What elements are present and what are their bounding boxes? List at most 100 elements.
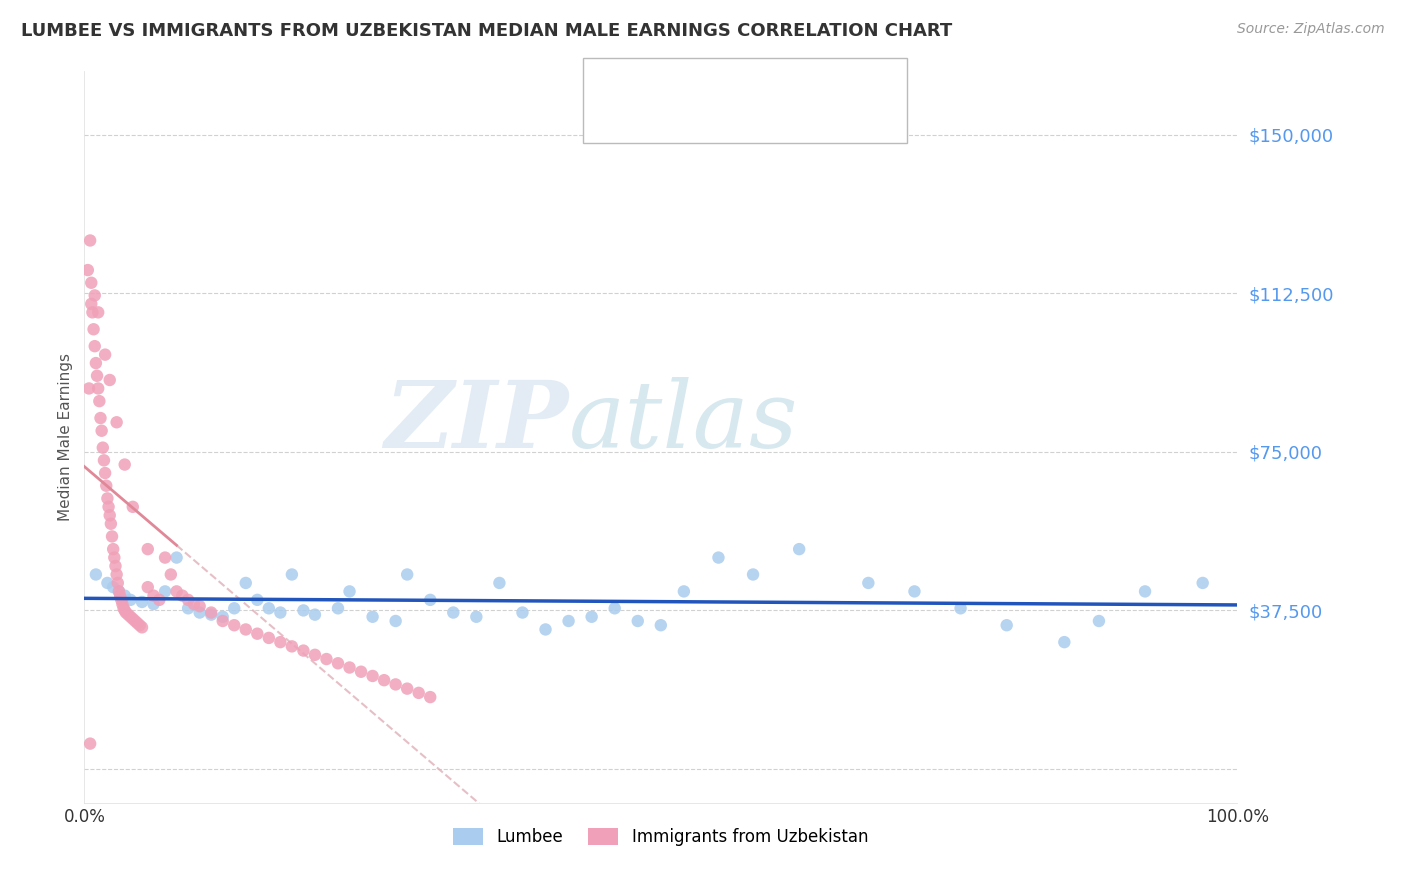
Text: -0.079: -0.079 [709, 110, 763, 128]
Point [86, 368, 108, 383]
Point [512, 606, 534, 620]
Text: Source: ZipAtlas.com: Source: ZipAtlas.com [1237, 22, 1385, 37]
Point [384, 614, 406, 628]
Text: 0.165: 0.165 [709, 75, 758, 93]
Point [153, 550, 176, 565]
Point [96, 479, 118, 493]
Point [79, 234, 101, 248]
Point [111, 597, 134, 611]
Point [121, 612, 143, 626]
Text: ZIP: ZIP [384, 377, 568, 467]
Point [104, 559, 127, 574]
Point [124, 614, 146, 628]
Point [82, 305, 104, 319]
Point [101, 529, 124, 543]
Point [127, 616, 149, 631]
Point [361, 669, 384, 683]
Point [269, 606, 291, 620]
Text: LUMBEE VS IMMIGRANTS FROM UZBEKISTAN MEDIAN MALE EARNINGS CORRELATION CHART: LUMBEE VS IMMIGRANTS FROM UZBEKISTAN MED… [21, 22, 952, 40]
Point [903, 584, 925, 599]
Point [83, 339, 105, 353]
Point [257, 631, 280, 645]
Point [787, 542, 810, 557]
Point [177, 601, 200, 615]
Point [153, 584, 176, 599]
Point [361, 609, 384, 624]
Point [177, 592, 200, 607]
Point [396, 681, 419, 696]
Point [121, 500, 143, 514]
Point [103, 550, 125, 565]
Point [200, 606, 222, 620]
Legend: Lumbee, Immigrants from Uzbekistan: Lumbee, Immigrants from Uzbekistan [447, 822, 875, 853]
Point [89, 394, 111, 409]
Point [84, 567, 107, 582]
FancyBboxPatch shape [600, 71, 631, 95]
Point [350, 665, 373, 679]
Point [304, 607, 326, 622]
Point [211, 609, 233, 624]
Point [142, 589, 165, 603]
Text: R =: R = [647, 110, 679, 128]
Text: N = 43: N = 43 [792, 75, 852, 93]
Point [488, 576, 510, 591]
Point [110, 592, 132, 607]
Point [742, 567, 765, 582]
Point [995, 618, 1018, 632]
Point [97, 500, 120, 514]
Point [235, 576, 257, 591]
Point [160, 567, 183, 582]
Point [235, 623, 257, 637]
Point [384, 677, 406, 691]
Point [131, 595, 153, 609]
Point [172, 589, 194, 603]
Point [108, 584, 131, 599]
Point [120, 592, 142, 607]
Point [98, 373, 121, 387]
Point [131, 620, 153, 634]
Point [80, 276, 103, 290]
Point [465, 609, 488, 624]
Point [858, 576, 880, 591]
Point [246, 626, 269, 640]
Point [603, 601, 626, 615]
Point [114, 589, 136, 603]
Point [672, 584, 695, 599]
Point [103, 542, 124, 557]
Point [650, 618, 672, 632]
Point [77, 381, 100, 395]
Point [98, 508, 121, 523]
Point [89, 411, 111, 425]
Point [581, 609, 603, 624]
Point [326, 657, 349, 671]
Point [87, 381, 110, 395]
Point [120, 609, 142, 624]
Point [246, 592, 269, 607]
Point [292, 643, 315, 657]
Point [211, 614, 233, 628]
Text: N =  81: N = 81 [792, 110, 858, 128]
Point [257, 601, 280, 615]
Point [148, 592, 170, 607]
Point [707, 550, 730, 565]
Point [949, 601, 972, 615]
Point [281, 640, 304, 654]
Point [627, 614, 650, 628]
Point [80, 297, 103, 311]
Point [87, 305, 110, 319]
Point [105, 415, 128, 429]
Point [304, 648, 326, 662]
Point [94, 348, 117, 362]
Point [200, 607, 222, 622]
Point [96, 491, 118, 506]
Point [557, 614, 579, 628]
Point [90, 424, 112, 438]
Point [292, 603, 315, 617]
Point [419, 592, 441, 607]
Point [136, 580, 159, 594]
Point [419, 690, 441, 705]
Point [166, 584, 188, 599]
Point [1088, 614, 1111, 628]
Text: R =: R = [647, 75, 679, 93]
Point [441, 606, 464, 620]
